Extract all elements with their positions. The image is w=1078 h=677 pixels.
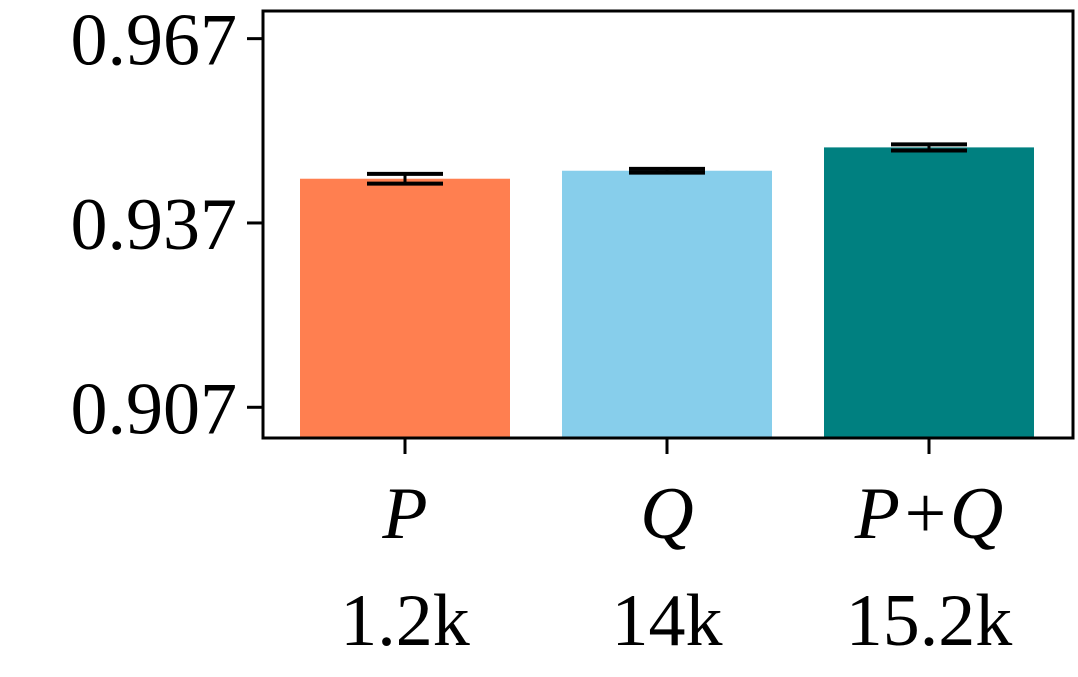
- y-axis: 0.907 0.937 0.967: [71, 0, 263, 450]
- x-sample-count-label: 15.2k: [846, 580, 1013, 662]
- x-axis: P 1.2k Q 14k P+Q 15.2k: [340, 438, 1012, 662]
- error-bars-layer: [367, 142, 967, 186]
- x-tick-label: Q: [640, 473, 693, 555]
- error-bar-p-plus-q: [891, 142, 967, 153]
- bar-q: [562, 170, 772, 438]
- bar-p-plus-q: [824, 147, 1034, 439]
- y-tick-label: 0.907: [71, 368, 238, 450]
- y-tick-label: 0.937: [71, 184, 238, 266]
- bar-p: [300, 178, 510, 438]
- bars-layer: [300, 147, 1034, 439]
- x-sample-count-label: 1.2k: [340, 580, 470, 662]
- x-sample-count-label: 14k: [612, 580, 723, 662]
- x-tick-label: P: [381, 473, 427, 555]
- y-tick-label: 0.967: [71, 0, 238, 82]
- x-tick-label: P+Q: [854, 473, 1004, 555]
- error-bar-q: [629, 166, 705, 175]
- error-bar-p: [367, 171, 443, 186]
